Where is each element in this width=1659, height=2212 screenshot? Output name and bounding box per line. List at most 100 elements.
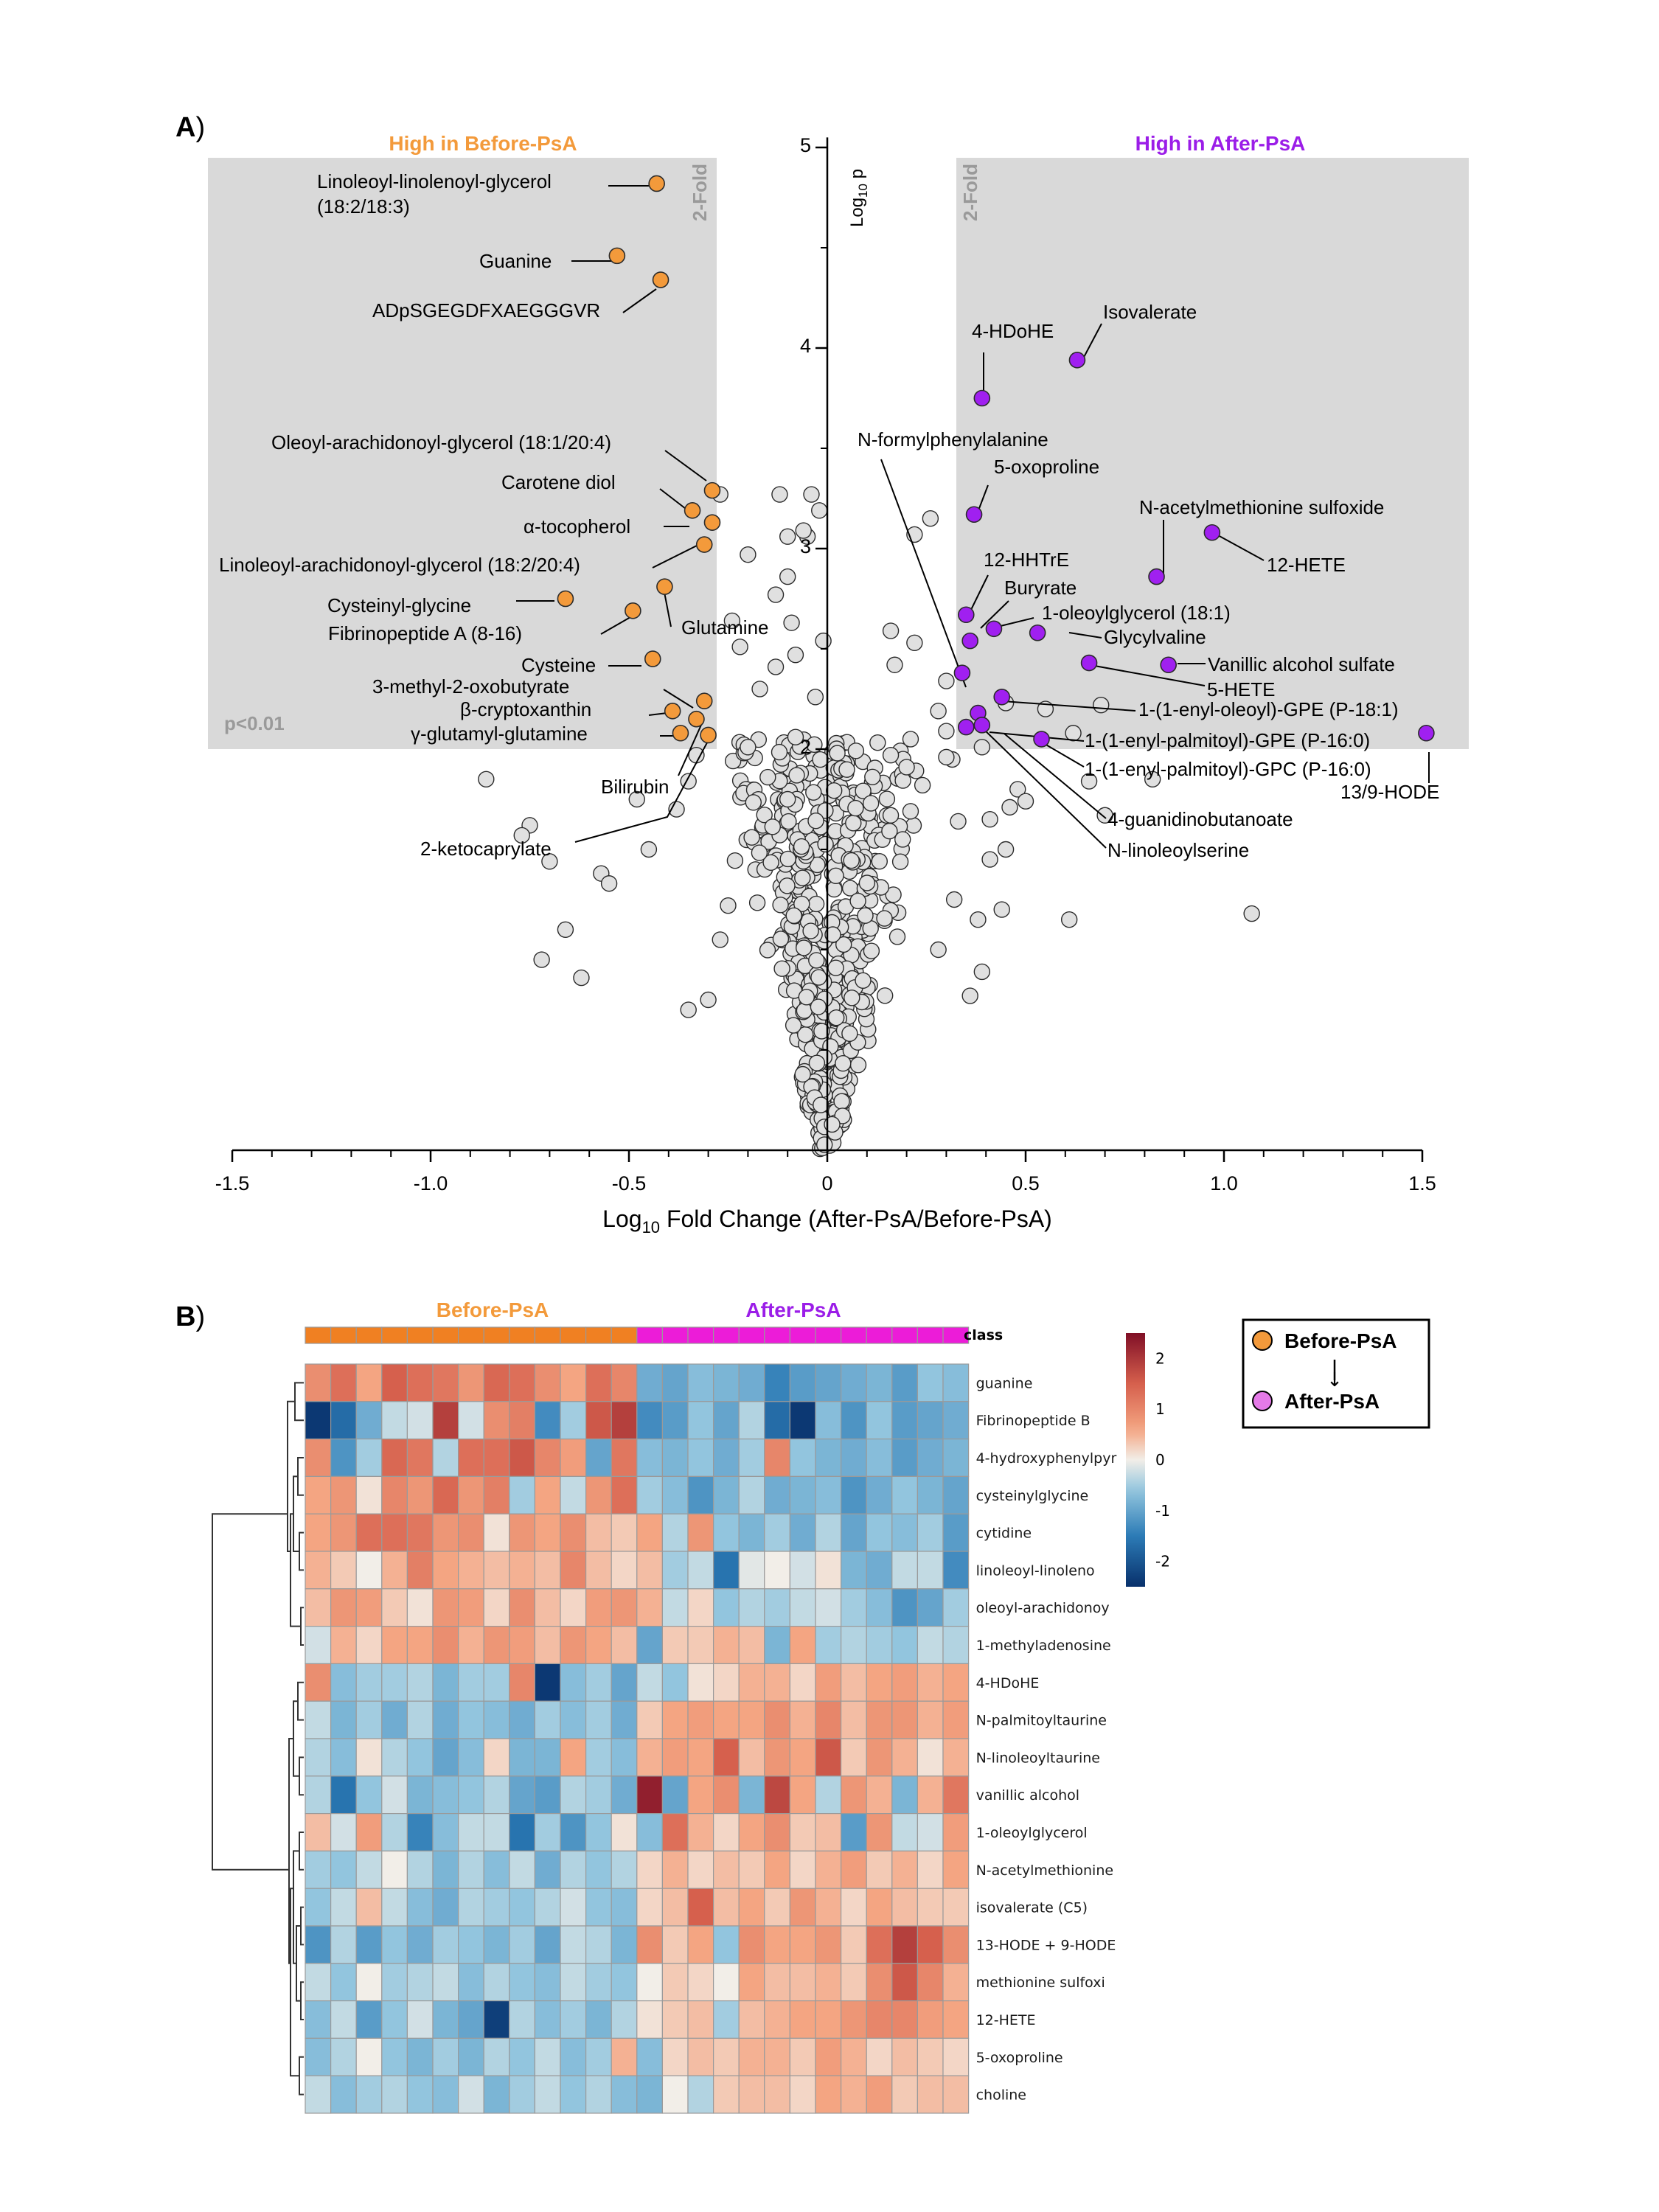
nonsig-point: [478, 771, 495, 788]
heatmap-cell: [406, 1588, 434, 1627]
heatmap-cell: [738, 1475, 765, 1514]
heatmap-cell: [815, 1588, 842, 1627]
nonsig-point: [773, 960, 790, 977]
nonsig-point: [835, 936, 852, 953]
heatmap-cell: [509, 1663, 535, 1702]
heatmap-cell: [789, 1363, 816, 1402]
heatmap-cell: [534, 1963, 561, 2002]
heatmap-cell: [457, 2075, 484, 2114]
heatmap-cell: [611, 1738, 638, 1777]
heatmap-cell: [764, 1700, 791, 1739]
heatmap-cell: [891, 1513, 919, 1552]
x-tick-label: 0: [821, 1172, 832, 1194]
heatmap-cell: [815, 1850, 842, 1889]
nonsig-point: [803, 486, 820, 503]
heatmap-cell: [636, 1775, 663, 1815]
heatmap-cell: [381, 1588, 408, 1627]
heatmap-cell: [305, 1363, 332, 1402]
heatmap-row-label: 5-oxoproline: [976, 2050, 1063, 2066]
heatmap-cell: [917, 1850, 944, 1889]
heatmap-cell: [789, 1401, 816, 1440]
before-point: [648, 175, 665, 192]
heatmap-cell: [305, 1775, 332, 1815]
heatmap-cell: [687, 1700, 714, 1739]
heatmap-cell: [840, 1588, 867, 1627]
heatmap-cell: [917, 1626, 944, 1665]
heatmap-cell: [661, 1626, 689, 1665]
heatmap-cell: [509, 1738, 535, 1777]
heatmap-cell: [866, 1626, 893, 1665]
class-cell: [406, 1326, 434, 1344]
before-point: [703, 481, 721, 499]
nonsig-point: [805, 784, 822, 801]
nonsig-point: [810, 998, 827, 1015]
region-before-title: High in Before-PsA: [389, 132, 577, 155]
heatmap-cell: [840, 1363, 867, 1402]
dendrogram-branch: [297, 1681, 304, 1721]
heatmap-cell: [457, 1738, 484, 1777]
heatmap-cell: [509, 1925, 535, 1964]
heatmap-cell: [891, 2000, 919, 2039]
heatmap-cell: [764, 1438, 791, 1477]
heatmap-cell: [687, 1813, 714, 1852]
heatmap-cell: [712, 1888, 740, 1927]
heatmap-cell: [891, 1888, 919, 1927]
heatmap-cell: [661, 1775, 689, 1815]
heatmap-cell: [789, 1551, 816, 1590]
heatmap-cell: [687, 1850, 714, 1889]
nonsig-point: [888, 928, 906, 945]
heatmap-cell: [636, 1925, 663, 1964]
after-leader: [1000, 617, 1034, 627]
heatmap-cell: [789, 1738, 816, 1777]
heatmap-cell: [381, 1475, 408, 1514]
heatmap-cell: [483, 2075, 510, 2114]
before-point: [557, 590, 574, 608]
heatmap-cell: [738, 1401, 765, 1440]
heatmap-cell: [866, 1700, 893, 1739]
before-point: [700, 726, 717, 744]
heatmap-cell: [636, 2037, 663, 2076]
heatmap-cell: [661, 1588, 689, 1627]
heatmap-cell: [483, 1775, 510, 1815]
heatmap-cell: [764, 1401, 791, 1440]
heatmap-cell: [789, 1588, 816, 1627]
heatmap-cell: [457, 1588, 484, 1627]
heatmap-cell: [764, 1813, 791, 1852]
heatmap-row-labels: guanine Fibrinopeptide B 4-hydroxyphenylpy…: [976, 1375, 1117, 2103]
nonsig-point: [973, 963, 991, 981]
heatmap-cell: [712, 1475, 740, 1514]
heatmap-cell: [432, 1850, 459, 1889]
heatmap-cell: [661, 1475, 689, 1514]
nonsig-point: [815, 1136, 833, 1153]
heatmap-cell: [917, 1738, 944, 1777]
heatmap-cell: [585, 1963, 612, 2002]
dendrogram: [212, 1382, 304, 2096]
heatmap-cell: [381, 1775, 408, 1815]
heatmap-cell: [381, 1700, 408, 1739]
heatmap-cell: [942, 1588, 970, 1627]
heatmap-cell: [687, 2075, 714, 2114]
heatmap-cell: [738, 1813, 765, 1852]
heatmap-cell: [636, 1626, 663, 1665]
heatmap-cell: [661, 1513, 689, 1552]
region-after-title: High in After-PsA: [1135, 132, 1306, 155]
before-point: [608, 247, 626, 265]
heatmap-cell: [891, 1475, 919, 1514]
heatmap-cell: [432, 1925, 459, 1964]
nonsig-point: [812, 751, 829, 768]
heatmap-cell: [712, 1663, 740, 1702]
heatmap-cell: [585, 1925, 612, 1964]
after-label: Vanillic alcohol sulfate: [1208, 653, 1395, 675]
heatmap-cell: [815, 1513, 842, 1552]
heatmap-cell: [560, 1513, 587, 1552]
nonsig-point: [740, 739, 757, 756]
heatmap-cell: [611, 1626, 638, 1665]
nonsig-point: [938, 748, 955, 766]
before-leader: [652, 545, 698, 568]
after-label: N-acetylmethionine sulfoxide: [1139, 496, 1384, 518]
heatmap-cell: [891, 1401, 919, 1440]
heatmap-cell: [866, 1438, 893, 1477]
heatmap-cell: [406, 1813, 434, 1852]
nonsig-point: [922, 510, 939, 527]
nonsig-point: [970, 911, 987, 928]
